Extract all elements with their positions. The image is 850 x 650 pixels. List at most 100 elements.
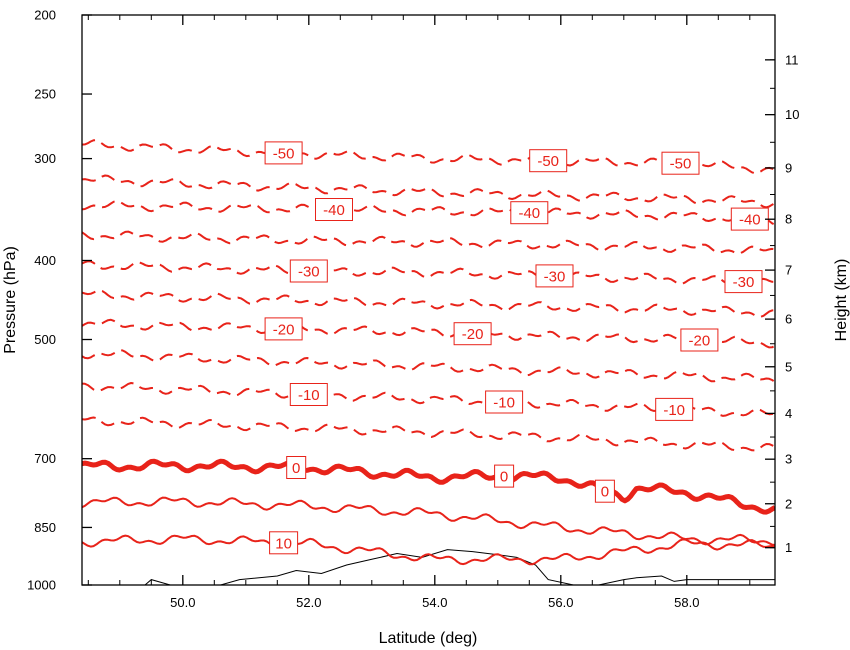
- contour-label-text: 0: [292, 460, 300, 477]
- contour-label-box: [264, 141, 303, 165]
- contour-label-text: -50: [273, 145, 295, 162]
- contour-label-text: 0: [500, 469, 508, 486]
- contour-label: 10: [269, 531, 299, 555]
- contour-label-box: [485, 390, 524, 414]
- x-axis: 50.0 52.0 54.0 56.0 58.0: [87, 15, 751, 610]
- contour-label-box: [510, 201, 549, 225]
- contour-label-box: [655, 397, 694, 421]
- pressure-axis-title: Pressure (hPa): [2, 246, 19, 354]
- height-tick-label: 6: [785, 312, 792, 327]
- height-axis: 1 2 3 4 5 6 7 8 9 10 11: [765, 52, 799, 555]
- contour-label-box: [529, 149, 568, 173]
- pressure-tick-label: 200: [34, 8, 56, 23]
- contour-label-text: -20: [462, 326, 484, 343]
- pressure-axis: 200 250 300 400 500 700 850 1000: [27, 8, 92, 593]
- pressure-tick-label: 400: [34, 253, 56, 268]
- contour-label-text: -10: [298, 387, 320, 404]
- contour-line: [82, 200, 775, 226]
- height-tick-label: 5: [785, 359, 792, 374]
- x-tick-label: 50.0: [170, 595, 195, 610]
- height-tick-label: 2: [785, 496, 792, 511]
- contour-line: [82, 318, 775, 349]
- contour-line: [82, 260, 775, 287]
- contour-line: [82, 289, 775, 318]
- contour-line: [82, 458, 775, 515]
- contour-label-box: [453, 322, 492, 346]
- height-tick-label: 4: [785, 406, 792, 421]
- contour-label: -10: [485, 390, 524, 414]
- terrain: [82, 549, 775, 585]
- contour-label: -50: [661, 151, 700, 175]
- terrain-line: [82, 549, 775, 585]
- contour-label-text: -30: [298, 264, 320, 281]
- contour-label-box: [264, 317, 303, 341]
- contour-label: -50: [264, 141, 303, 165]
- x-tick-label: 54.0: [422, 595, 447, 610]
- height-tick-label: 10: [785, 107, 799, 122]
- contour-label: -20: [453, 322, 492, 346]
- pressure-tick-label: 1000: [27, 578, 56, 593]
- contour-label: -40: [315, 198, 353, 221]
- contour-label-text: 10: [275, 535, 292, 552]
- contour-label-text: -40: [518, 205, 540, 222]
- contour-label-text: -20: [689, 333, 711, 350]
- contour-label: -20: [680, 328, 719, 352]
- plot-frame: [81, 14, 776, 586]
- height-tick-label: 1: [785, 540, 792, 555]
- contour-label-text: -10: [493, 395, 515, 412]
- contour-label-text: -40: [739, 212, 761, 229]
- contour-label: -40: [730, 207, 769, 231]
- contour-line: [82, 534, 775, 566]
- contour-line: [82, 230, 775, 255]
- contour-label-box: [535, 264, 574, 288]
- x-tick-label: 56.0: [548, 595, 573, 610]
- contour-label-box: [594, 479, 615, 503]
- contour-label-text: -20: [273, 321, 295, 338]
- contour-label: -40: [510, 201, 549, 225]
- contour-label: -50: [529, 149, 568, 173]
- pressure-tick-label: 500: [34, 332, 56, 347]
- pressure-tick-label: 850: [34, 520, 56, 535]
- x-tick-label: 58.0: [674, 595, 699, 610]
- contour-label-box: [724, 270, 763, 294]
- contour-label: 0: [594, 479, 615, 503]
- height-tick-label: 11: [785, 52, 799, 67]
- contour-label-box: [494, 464, 515, 488]
- contour-label-text: -10: [663, 402, 685, 419]
- pressure-tick-label: 250: [34, 87, 56, 102]
- height-tick-label: 8: [785, 212, 792, 227]
- height-tick-label: 9: [785, 160, 792, 175]
- contour-label-text: 0: [601, 484, 609, 501]
- height-tick-label: 3: [785, 452, 792, 467]
- contour-label-text: -30: [544, 268, 566, 285]
- contour-label: 0: [286, 456, 307, 479]
- contour-label-text: -50: [670, 156, 692, 173]
- contour-label-box: [269, 531, 299, 555]
- contour-label-text: -30: [733, 274, 755, 291]
- contour-label-box: [315, 198, 353, 221]
- contour-label: -10: [289, 383, 328, 406]
- contour-lines: [82, 139, 775, 566]
- contour-label: -10: [655, 397, 694, 421]
- pressure-tick-label: 300: [34, 151, 56, 166]
- contour-label: -30: [289, 259, 328, 283]
- contour-line: [82, 416, 775, 452]
- contour-label: -20: [264, 317, 303, 341]
- contour-label: -30: [724, 270, 763, 294]
- contour-label-box: [680, 328, 719, 352]
- contour-label-box: [289, 383, 328, 406]
- contour-line: [82, 496, 775, 546]
- contour-label-box: [661, 151, 700, 175]
- x-tick-label: 52.0: [296, 595, 321, 610]
- contour-line: [82, 349, 775, 383]
- pressure-tick-label: 700: [34, 451, 56, 466]
- contour-labels: -50 -50 -50 -40 -40 -40 -30 -30 -30 -20 -20 -20 -10 -…: [264, 141, 769, 555]
- x-axis-title: Latitude (deg): [379, 630, 478, 647]
- contour-label: -30: [535, 264, 574, 288]
- contour-label-text: -50: [537, 153, 559, 170]
- contour-label: 0: [494, 464, 515, 488]
- height-axis-title: Height (km): [833, 259, 850, 342]
- contour-label-box: [286, 456, 307, 479]
- contour-label-box: [289, 259, 328, 283]
